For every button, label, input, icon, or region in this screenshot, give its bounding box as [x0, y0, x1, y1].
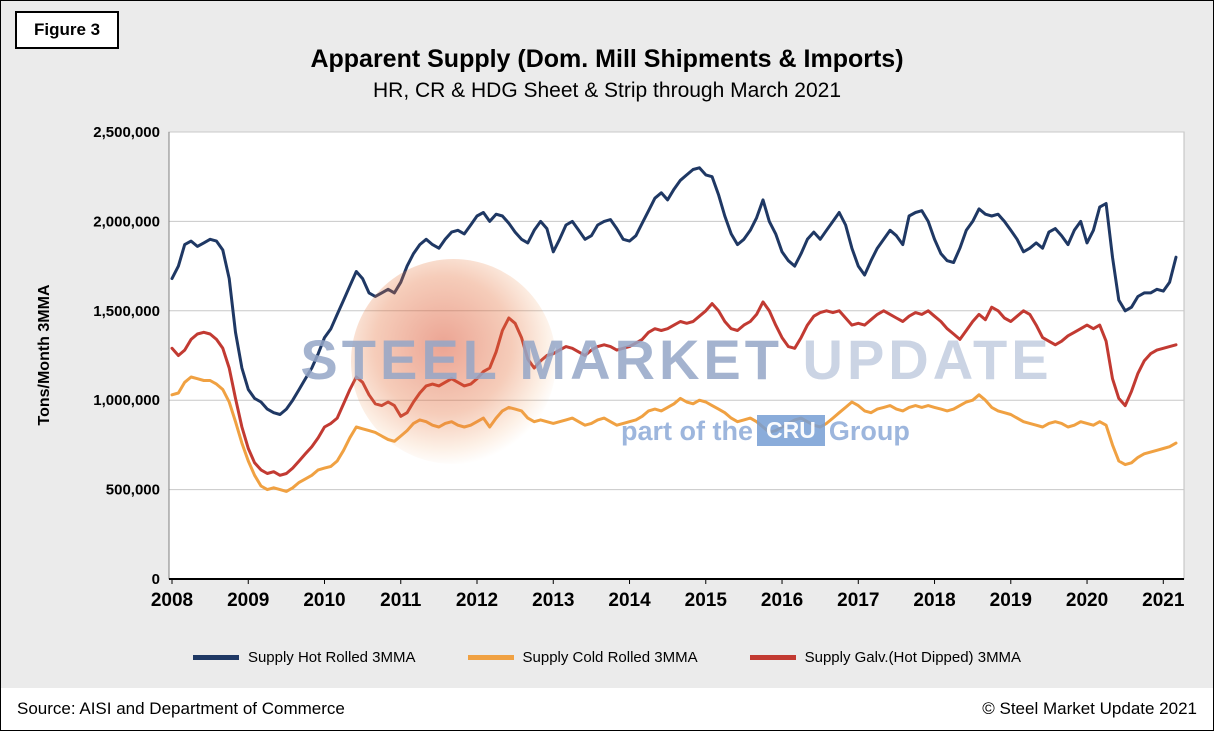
x-tick-label: 2008 — [151, 590, 193, 611]
legend-item: Supply Cold Rolled 3MMA — [467, 649, 698, 666]
footer-source: Source: AISI and Department of Commerce — [17, 699, 345, 718]
legend-swatch-icon — [467, 655, 514, 660]
footer: Source: AISI and Department of Commerce … — [1, 688, 1213, 730]
legend-swatch-icon — [192, 655, 239, 660]
x-tick-label: 2017 — [837, 590, 879, 611]
x-tick-label: 2021 — [1142, 590, 1185, 611]
x-tick-label: 2014 — [608, 590, 651, 611]
chart-title: Apparent Supply (Dom. Mill Shipments & I… — [310, 45, 904, 73]
y-tick-label: 500,000 — [106, 482, 160, 499]
chart-subtitle: HR, CR & HDG Sheet & Strip through March… — [372, 79, 842, 102]
x-tick-label: 2012 — [456, 590, 498, 611]
legend-item: Supply Galv.(Hot Dipped) 3MMA — [749, 649, 1022, 666]
chart-svg: 0 500,000 1,000,000 1,500,000 2,000,000 2,500… — [93, 124, 1185, 611]
x-tick-label: 2010 — [303, 590, 345, 611]
legend: Supply Hot Rolled 3MMA Supply Cold Rolled… — [1, 649, 1213, 666]
legend-label: Supply Galv.(Hot Dipped) 3MMA — [804, 649, 1022, 666]
y-tick-label: 2,000,000 — [93, 213, 160, 230]
x-tick-label: 2013 — [532, 590, 574, 611]
y-tick-label: 1,500,000 — [93, 303, 160, 320]
legend-item: Supply Hot Rolled 3MMA — [192, 649, 416, 666]
x-tick-label: 2018 — [913, 590, 955, 611]
y-tick-label: 2,500,000 — [93, 124, 160, 141]
series-line-2 — [170, 300, 1178, 477]
plot-area — [168, 131, 1185, 580]
x-tick-label: 2011 — [380, 590, 422, 611]
x-tick-label: 2020 — [1066, 590, 1108, 611]
x-tick-label: 2016 — [761, 590, 803, 611]
y-axis-title: Tons/Month 3MMA — [36, 284, 53, 426]
x-tick-label: 2019 — [990, 590, 1032, 611]
y-tick-label: 1,000,000 — [93, 392, 160, 409]
legend-label: Supply Hot Rolled 3MMA — [247, 649, 416, 666]
legend-swatch-icon — [749, 655, 796, 660]
chart-canvas: 0 500,000 1,000,000 1,500,000 2,000,000 2,500… — [1, 1, 1213, 690]
x-tick-label: 2009 — [227, 590, 269, 611]
legend-label: Supply Cold Rolled 3MMA — [522, 649, 698, 666]
y-tick-label: 0 — [152, 571, 160, 588]
x-tick-label: 2015 — [685, 590, 728, 611]
series-line-1 — [170, 375, 1178, 493]
series-line-0 — [170, 166, 1178, 416]
footer-copyright: © Steel Market Update 2021 — [982, 699, 1197, 718]
figure-label: Figure 3 — [15, 11, 120, 49]
